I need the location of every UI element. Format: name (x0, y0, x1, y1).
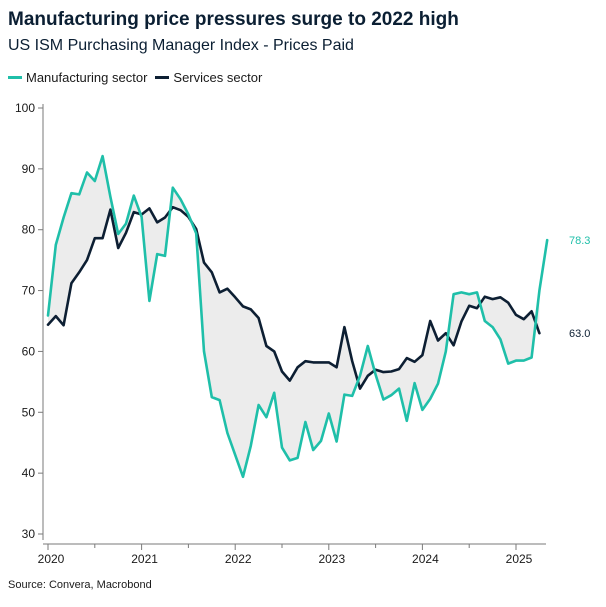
services-end-label: 63.0 (569, 328, 590, 340)
source-note: Source: Convera, Macrobond (8, 579, 152, 591)
y-tick-label: 50 (22, 405, 36, 419)
legend-item-manufacturing: Manufacturing sector (8, 70, 147, 85)
y-tick-label: 90 (22, 162, 36, 176)
x-tick-label: 2020 (38, 552, 65, 566)
series-gap-fill (48, 156, 540, 477)
legend-item-services: Services sector (155, 70, 262, 85)
legend-label-manufacturing: Manufacturing sector (26, 70, 148, 85)
legend: Manufacturing sector Services sector (8, 70, 270, 85)
end-labels: 78.3 63.0 (569, 235, 590, 340)
x-tick-label: 2025 (506, 552, 533, 566)
x-tick-label: 2021 (131, 552, 158, 566)
manufacturing-sector-line (46, 154, 549, 479)
y-tick-label: 80 (22, 223, 36, 237)
legend-swatch-manufacturing (8, 76, 22, 79)
legend-label-services: Services sector (173, 70, 263, 85)
services-sector-line (46, 205, 541, 390)
x-tick-label: 2023 (318, 552, 345, 566)
x-tick-label: 2022 (225, 552, 252, 566)
y-tick-label: 30 (22, 527, 36, 541)
x-tick-label: 2024 (412, 552, 439, 566)
chart-title: Manufacturing price pressures surge to 2… (8, 9, 459, 30)
chart-subtitle: US ISM Purchasing Manager Index - Prices… (8, 37, 354, 54)
y-tick-label: 40 (22, 466, 36, 480)
y-tick-label: 70 (22, 284, 36, 298)
manufacturing-end-label: 78.3 (569, 235, 590, 247)
legend-swatch-services (155, 76, 170, 79)
series-lines (46, 154, 549, 479)
y-tick-label: 100 (15, 101, 35, 115)
axes: 30 40 50 60 70 80 90 100 2020 2021 2022 2023 2024 202… (15, 101, 546, 566)
gap-fill-layer (48, 156, 540, 477)
y-tick-label: 60 (22, 344, 36, 358)
